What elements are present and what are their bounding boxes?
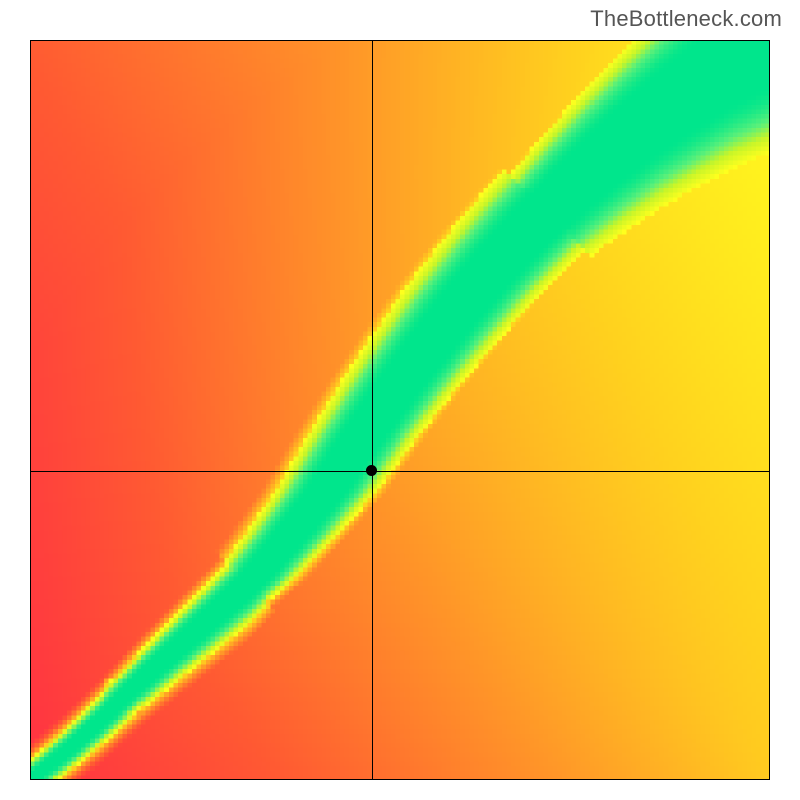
crosshair-horizontal xyxy=(30,471,770,472)
heatmap-canvas xyxy=(30,40,770,780)
crosshair-vertical xyxy=(372,40,373,780)
chart-container: TheBottleneck.com xyxy=(0,0,800,800)
attribution-text: TheBottleneck.com xyxy=(590,6,782,32)
plot-frame xyxy=(30,40,770,780)
